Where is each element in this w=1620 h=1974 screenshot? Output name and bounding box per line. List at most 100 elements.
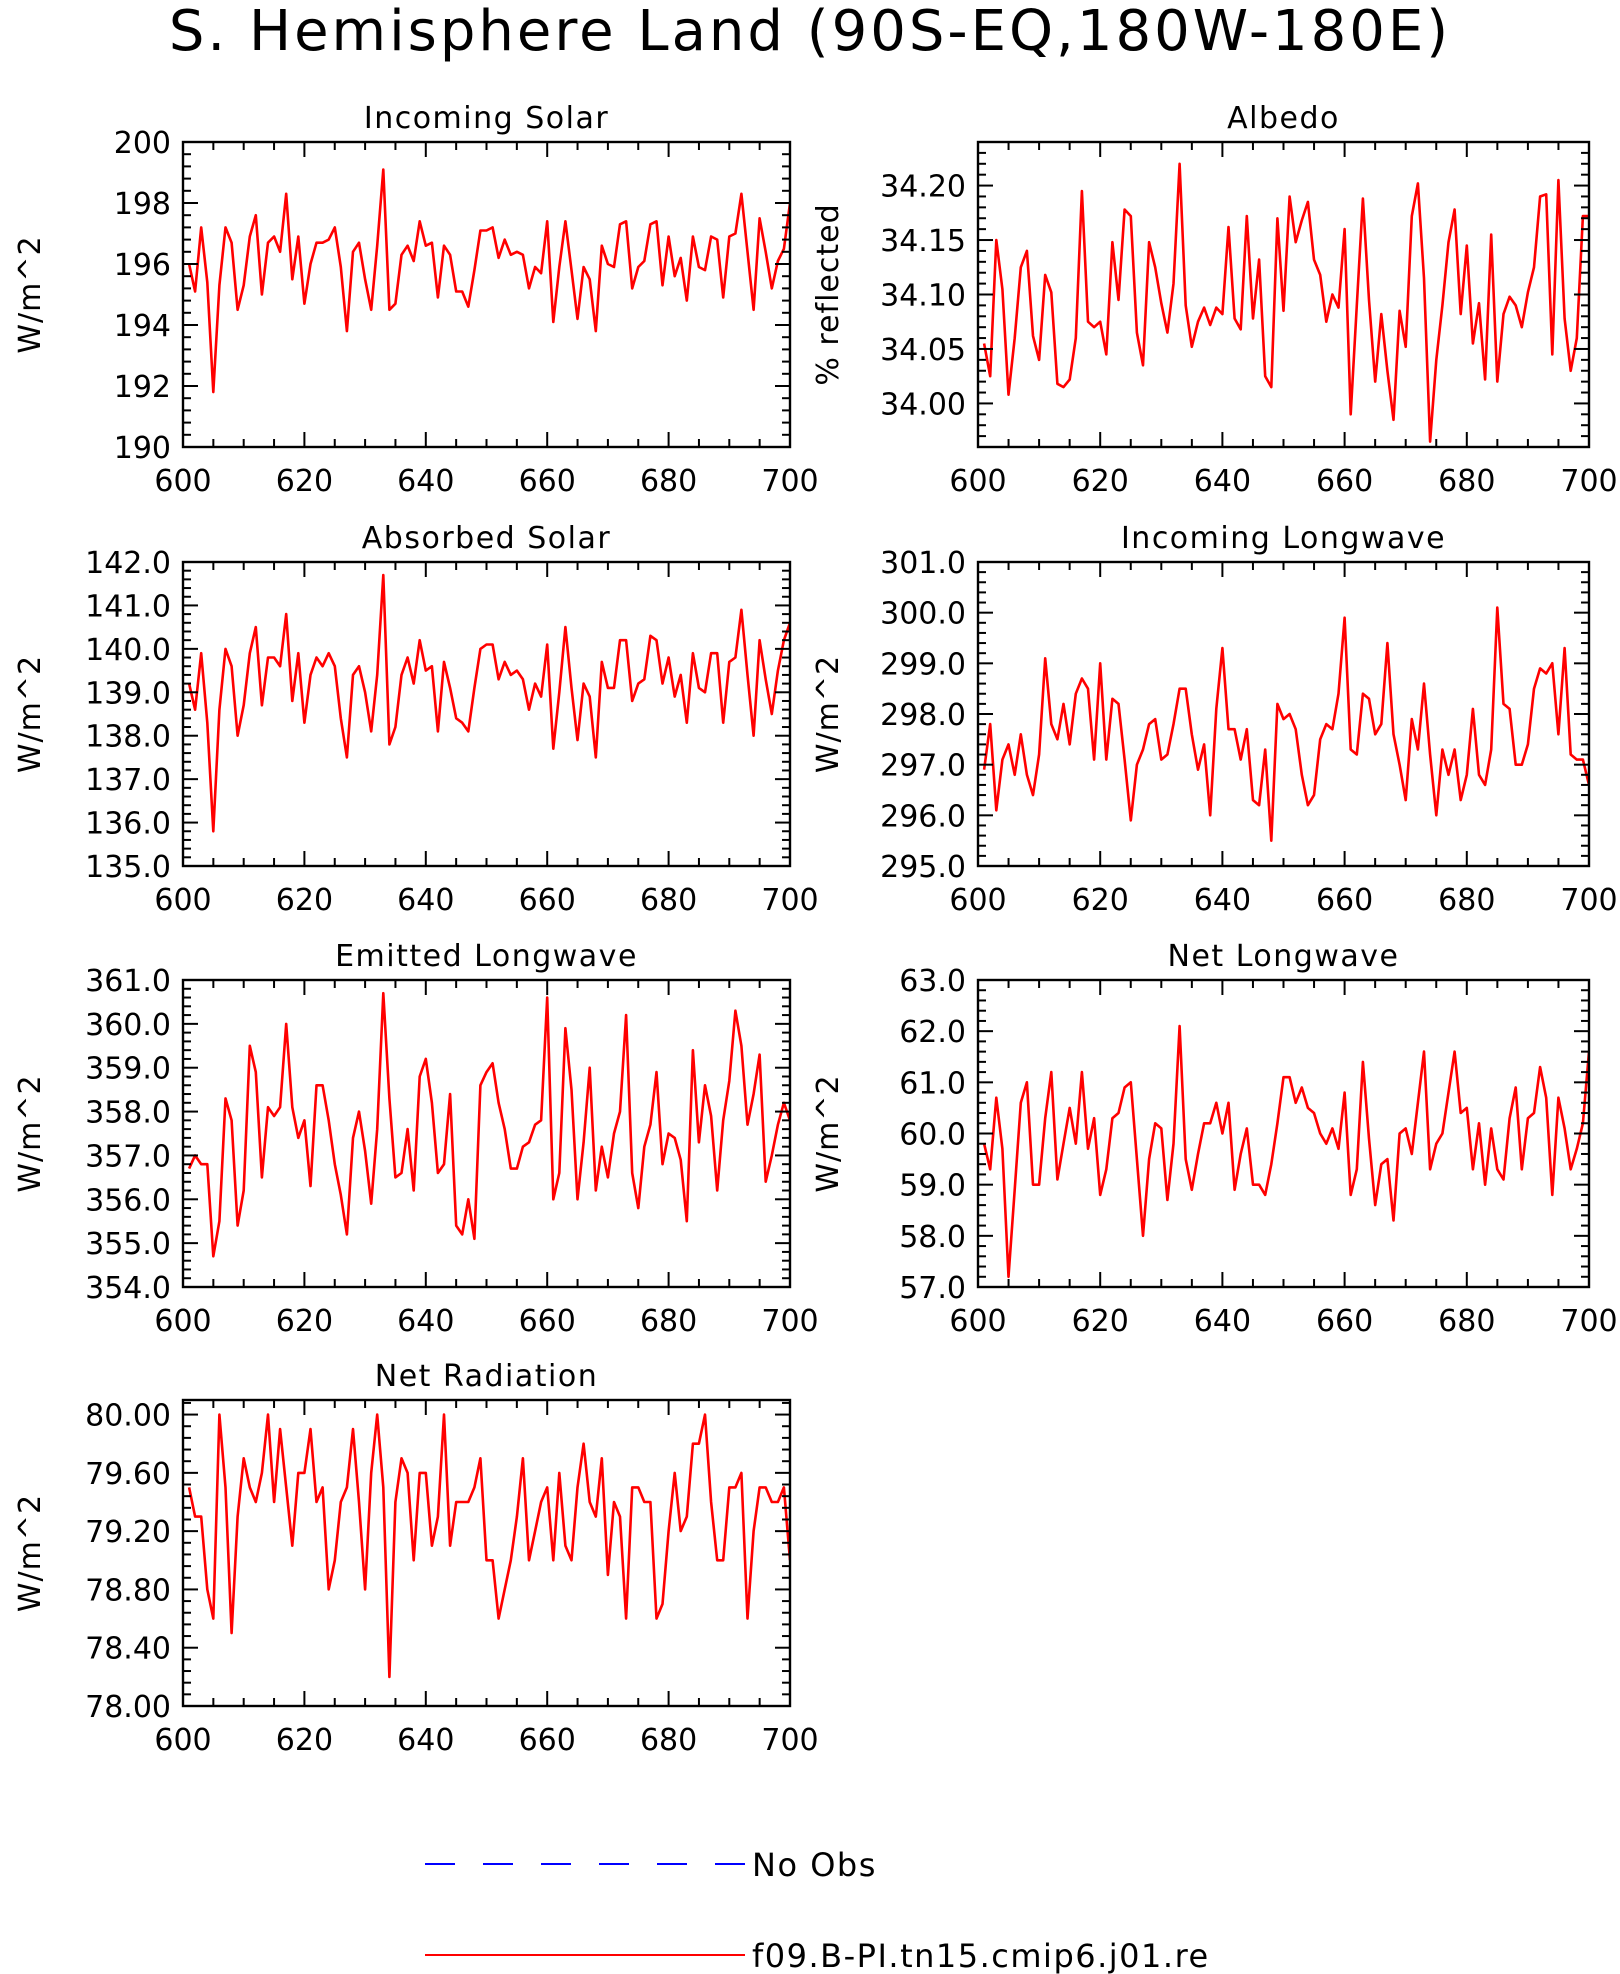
y-axis-label: W/m^2	[811, 1074, 846, 1192]
y-tick-label: 60.0	[899, 1118, 966, 1153]
plot-frame	[181, 560, 792, 868]
y-tick-label: 298.0	[880, 698, 966, 733]
panel-net-radiation: 600 620 640 660 680 700 78.00 78.40 78.80 79.20 79…	[13, 1359, 819, 1758]
y-tick-label: 297.0	[880, 749, 966, 784]
panel-title: Albedo	[1227, 101, 1340, 136]
x-tick-label: 680	[1438, 1304, 1495, 1339]
x-tick-label: 620	[276, 1723, 333, 1758]
y-axis-label: W/m^2	[13, 1494, 48, 1612]
y-tick-label: 356.0	[85, 1183, 171, 1218]
panel-title: Absorbed Solar	[362, 521, 611, 556]
y-tick-label: 142.0	[85, 546, 171, 581]
x-tick-label: 640	[397, 1304, 454, 1339]
x-tick-label: 680	[640, 464, 697, 499]
series-line	[982, 162, 1589, 443]
x-tick-label: 700	[761, 883, 818, 918]
y-axis-label: W/m^2	[811, 655, 846, 773]
y-tick-label: 141.0	[85, 589, 171, 624]
x-tick-label: 600	[154, 464, 211, 499]
x-tick-label: 660	[519, 883, 576, 918]
y-tick-label: 34.15	[880, 224, 966, 259]
y-tick-label: 194	[114, 309, 171, 344]
panel-net-longwave: 600 620 640 660 680 700 57.0 58.0 59.0 60.0 61.0 62…	[811, 939, 1618, 1339]
panels: 600 620 640 660 680 700 190 192 194 196 198 200 Inco…	[13, 101, 1618, 1758]
y-axis-label: W/m^2	[13, 1074, 48, 1192]
y-tick-label: 61.0	[899, 1066, 966, 1101]
figure-title: S. Hemisphere Land (90S-EQ,180W-180E)	[169, 0, 1451, 64]
y-tick-label: 79.20	[85, 1515, 171, 1550]
x-tick-label: 680	[640, 883, 697, 918]
panel-albedo: 600 620 640 660 680 700 34.00 34.05 34.10 34.15 34…	[811, 101, 1618, 499]
x-tick-label: 620	[276, 464, 333, 499]
x-tick-label: 660	[519, 1304, 576, 1339]
x-tick-label: 700	[1560, 883, 1617, 918]
x-tick-label: 660	[1316, 883, 1373, 918]
y-tick-label: 192	[114, 370, 171, 405]
y-tick-label: 137.0	[85, 763, 171, 798]
y-tick-label: 63.0	[899, 964, 966, 999]
x-tick-label: 600	[949, 1304, 1006, 1339]
panel-title: Net Radiation	[375, 1359, 599, 1394]
x-tick-label: 680	[640, 1723, 697, 1758]
panel-emitted-longwave: 600 620 640 660 680 700 354.0 355.0 356.0 357.0 35…	[13, 939, 819, 1339]
y-tick-label: 62.0	[899, 1015, 966, 1050]
y-tick-label: 198	[114, 187, 171, 222]
x-tick-label: 640	[1194, 1304, 1251, 1339]
plot-frame	[181, 140, 792, 449]
y-tick-label: 300.0	[880, 597, 966, 632]
series-line	[187, 168, 790, 394]
series-line	[982, 1024, 1589, 1279]
series-line	[982, 606, 1589, 843]
y-tick-label: 295.0	[880, 850, 966, 885]
x-tick-label: 700	[1560, 464, 1617, 499]
x-tick-label: 700	[761, 464, 818, 499]
y-tick-label: 358.0	[85, 1096, 171, 1131]
x-tick-label: 640	[397, 1723, 454, 1758]
series-line	[187, 573, 790, 833]
y-tick-label: 78.40	[85, 1632, 171, 1667]
x-tick-label: 620	[1072, 1304, 1129, 1339]
x-tick-label: 660	[1316, 1304, 1373, 1339]
series-line	[187, 991, 790, 1258]
x-tick-label: 640	[1194, 883, 1251, 918]
legend-label-run: f09.B-PI.tn15.cmip6.j01.re	[752, 1937, 1210, 1974]
x-tick-label: 700	[761, 1304, 818, 1339]
y-tick-label: 200	[114, 126, 171, 161]
y-tick-label: 34.05	[880, 333, 966, 368]
panel-absorbed-solar: 600 620 640 660 680 700 135.0 136.0 137.0 138.0 13…	[13, 521, 819, 918]
y-tick-label: 357.0	[85, 1139, 171, 1174]
panel-title: Incoming Solar	[364, 101, 609, 136]
y-axis-label: W/m^2	[13, 655, 48, 773]
x-tick-label: 600	[949, 464, 1006, 499]
x-tick-label: 600	[154, 1723, 211, 1758]
y-tick-label: 59.0	[899, 1169, 966, 1204]
x-tick-label: 620	[276, 1304, 333, 1339]
y-tick-label: 138.0	[85, 720, 171, 755]
y-tick-label: 136.0	[85, 807, 171, 842]
y-tick-label: 140.0	[85, 633, 171, 668]
y-axis-label: W/m^2	[13, 235, 48, 353]
x-tick-label: 660	[519, 1723, 576, 1758]
x-tick-label: 640	[1194, 464, 1251, 499]
x-tick-label: 640	[397, 883, 454, 918]
panel-title: Incoming Longwave	[1121, 521, 1446, 556]
series-line	[187, 1413, 790, 1679]
y-tick-label: 58.0	[899, 1220, 966, 1255]
y-tick-label: 135.0	[85, 850, 171, 885]
legend-label-no-obs: No Obs	[752, 1846, 877, 1884]
y-tick-label: 301.0	[880, 546, 966, 581]
x-tick-label: 680	[1438, 464, 1495, 499]
x-tick-label: 660	[1316, 464, 1373, 499]
x-tick-label: 600	[949, 883, 1006, 918]
panel-title: Emitted Longwave	[335, 939, 638, 974]
x-tick-label: 660	[519, 464, 576, 499]
y-tick-label: 196	[114, 248, 171, 283]
y-tick-label: 354.0	[85, 1271, 171, 1306]
panel-incoming-solar: 600 620 640 660 680 700 190 192 194 196 198 200 Inco…	[13, 101, 819, 499]
y-tick-label: 361.0	[85, 964, 171, 999]
x-tick-label: 700	[761, 1723, 818, 1758]
x-tick-label: 640	[397, 464, 454, 499]
y-tick-label: 190	[114, 431, 171, 466]
legend: No Obs f09.B-PI.tn15.cmip6.j01.re	[425, 1846, 1210, 1974]
